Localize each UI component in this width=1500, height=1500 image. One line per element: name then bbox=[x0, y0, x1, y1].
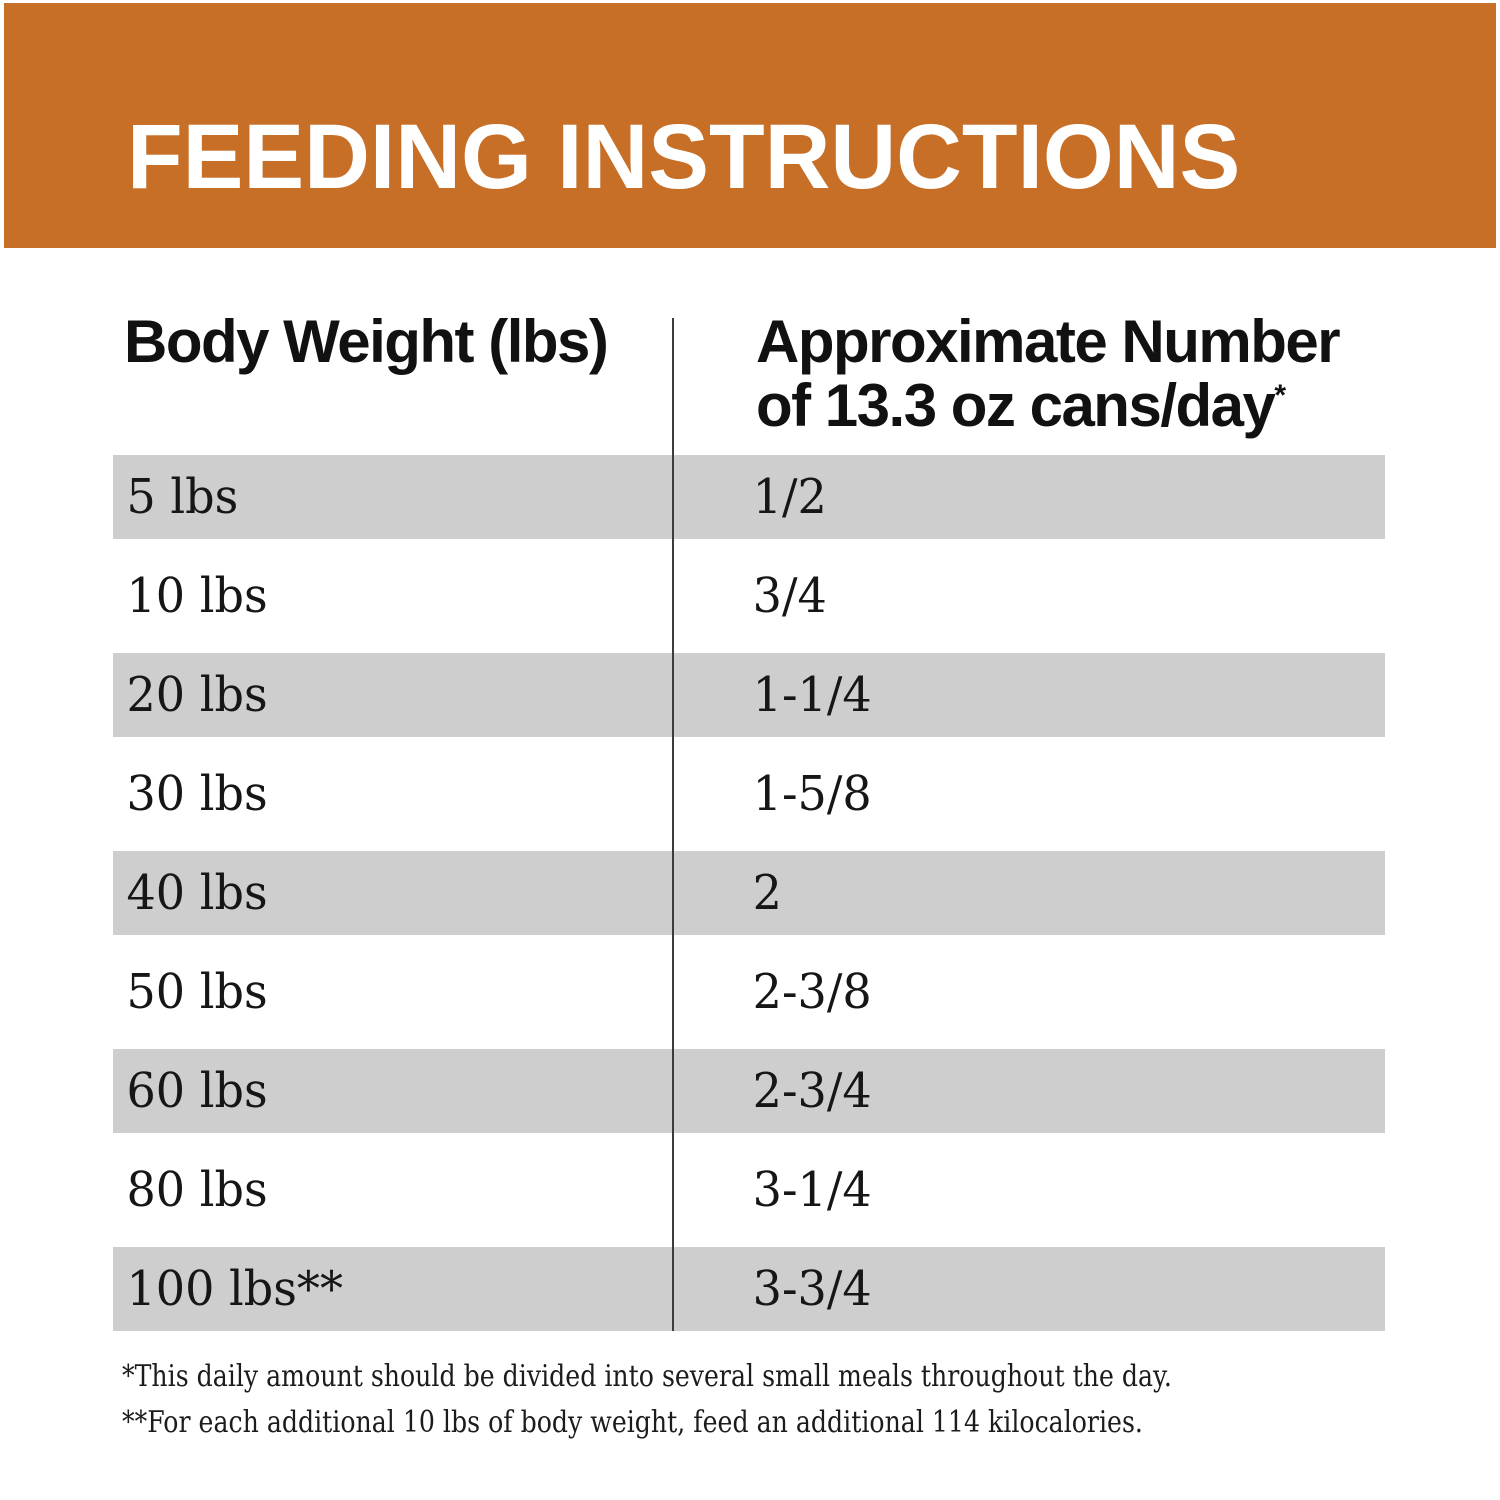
body-weight-cell: 30 lbs bbox=[126, 766, 268, 822]
feeding-table: Body Weight (lbs) Approximate Number of … bbox=[0, 248, 1500, 1331]
table-row: 10 lbs 3/4 bbox=[113, 539, 1385, 653]
col-header-body-weight: Body Weight (lbs) bbox=[124, 308, 609, 375]
body-weight-cell: 20 lbs bbox=[126, 667, 268, 723]
table-row: 20 lbs 1-1/4 bbox=[113, 653, 1385, 737]
footnotes: *This daily amount should be divided int… bbox=[122, 1360, 1402, 1452]
table-row: 80 lbs 3-1/4 bbox=[113, 1133, 1385, 1247]
body-weight-cell: 100 lbs** bbox=[126, 1261, 344, 1317]
cans-per-day-cell: 3-3/4 bbox=[752, 1261, 872, 1317]
cans-per-day-cell: 1-1/4 bbox=[752, 667, 872, 723]
footnote-marker-asterisk: * bbox=[1274, 379, 1286, 412]
col-header-cans-line2: of 13.3 oz cans/day bbox=[756, 372, 1276, 439]
table-row: 100 lbs** 3-3/4 bbox=[113, 1247, 1385, 1331]
feeding-instructions-banner: FEEDING INSTRUCTIONS bbox=[4, 3, 1496, 248]
cans-per-day-cell: 2-3/4 bbox=[752, 1063, 872, 1119]
cans-per-day-cell: 3/4 bbox=[752, 568, 827, 624]
table-rows: 5 lbs 1/2 10 lbs 3/4 20 lbs 1-1/4 30 lbs 1-5/8 4… bbox=[113, 455, 1385, 1331]
footnote-daily-amount: *This daily amount should be divided int… bbox=[122, 1359, 1172, 1394]
col-header-cans-per-day: Approximate Number of 13.3 oz cans/day* bbox=[756, 308, 1341, 439]
table-row: 30 lbs 1-5/8 bbox=[113, 737, 1385, 851]
table-row: 60 lbs 2-3/4 bbox=[113, 1049, 1385, 1133]
body-weight-cell: 40 lbs bbox=[126, 865, 268, 921]
body-weight-cell: 60 lbs bbox=[126, 1063, 268, 1119]
body-weight-cell: 80 lbs bbox=[126, 1162, 268, 1218]
table-row: 5 lbs 1/2 bbox=[113, 455, 1385, 539]
body-weight-cell: 50 lbs bbox=[126, 964, 268, 1020]
column-divider-line bbox=[672, 318, 674, 1331]
body-weight-cell: 10 lbs bbox=[126, 568, 268, 624]
table-row: 40 lbs 2 bbox=[113, 851, 1385, 935]
table-header: Body Weight (lbs) Approximate Number of … bbox=[0, 248, 1500, 455]
body-weight-cell: 5 lbs bbox=[126, 469, 239, 525]
footnote-additional-weight: **For each additional 10 lbs of body wei… bbox=[122, 1405, 1143, 1440]
cans-per-day-cell: 3-1/4 bbox=[752, 1162, 872, 1218]
cans-per-day-cell: 2-3/8 bbox=[752, 964, 872, 1020]
cans-per-day-cell: 2 bbox=[752, 865, 782, 921]
col-header-cans-line1: Approximate Number bbox=[756, 308, 1341, 375]
banner-title: FEEDING INSTRUCTIONS bbox=[127, 106, 1241, 208]
cans-per-day-cell: 1-5/8 bbox=[752, 766, 872, 822]
table-row: 50 lbs 2-3/8 bbox=[113, 935, 1385, 1049]
cans-per-day-cell: 1/2 bbox=[752, 469, 827, 525]
